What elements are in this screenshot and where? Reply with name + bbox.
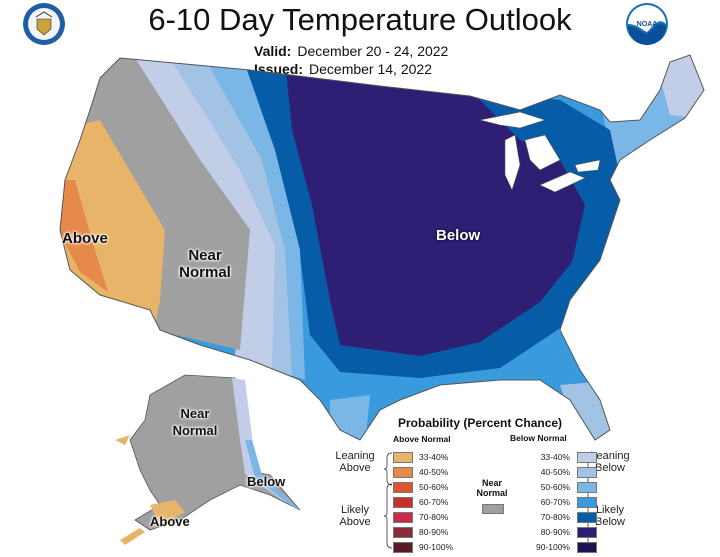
likely-below-line1: Likely — [595, 504, 625, 516]
leaning-above-label: Leaning Above — [330, 450, 380, 474]
below-swatch — [577, 467, 597, 478]
issued-value: December 14, 2022 — [309, 61, 432, 77]
near-normal-swatch — [482, 504, 504, 514]
above-range-label: 40-50% — [419, 467, 449, 477]
above-swatch — [393, 527, 413, 538]
commerce-seal-logo — [23, 3, 65, 45]
label-below: Below — [436, 227, 481, 244]
above-swatch — [393, 467, 413, 478]
near-normal-line2: Normal — [476, 488, 508, 498]
below-range-label: 60-70% — [540, 497, 570, 507]
below-swatch — [577, 482, 597, 493]
below-swatch — [577, 527, 597, 538]
near-normal-line1: Near — [481, 478, 502, 488]
below-range-label: 80-90% — [540, 527, 570, 537]
likely-below-label: Likely Below — [585, 504, 635, 528]
region-below-50-60 — [195, 55, 305, 380]
below-swatch — [577, 512, 597, 523]
leaning-above-line2: Above — [339, 462, 371, 474]
great-lakes — [479, 111, 601, 193]
above-range-label: 50-60% — [419, 482, 449, 492]
above-swatch — [393, 542, 413, 553]
likely-below-line2: Below — [595, 516, 625, 528]
leaning-above-line1: Leaning — [335, 450, 375, 462]
leaning-below-line2: Below — [595, 462, 625, 474]
ak-label-below: Below — [247, 474, 286, 489]
leaning-below-label: Leaning Below — [585, 450, 635, 474]
above-swatch — [393, 452, 413, 463]
region-below-33-40 — [125, 55, 275, 370]
ak-label-above: Above — [150, 514, 190, 529]
likely-above-line2: Above — [339, 516, 371, 528]
issued-date: Issued: December 14, 2022 — [254, 61, 432, 77]
above-range-label: 70-80% — [419, 512, 449, 522]
page-title: 6-10 Day Temperature Outlook — [148, 2, 572, 37]
above-swatch — [393, 512, 413, 523]
ak-near-line1: Near — [180, 406, 210, 421]
near-normal-label: Near Normal — [470, 478, 514, 498]
region-below-80-90 — [285, 60, 585, 356]
region-near-normal — [60, 55, 250, 350]
label-near-line2: Normal — [179, 264, 231, 281]
above-range-label: 33-40% — [419, 452, 449, 462]
above-range-label: 80-90% — [419, 527, 449, 537]
noaa-logo: NOAA — [626, 3, 668, 45]
region-above-40-50 — [60, 180, 108, 292]
above-range-label: 90-100% — [419, 542, 454, 552]
above-range-label: 60-70% — [419, 497, 449, 507]
label-near-normal: Near Normal — [170, 247, 240, 281]
ak-near-line2: Normal — [172, 423, 218, 438]
region-below-40-50 — [160, 55, 292, 376]
legend-title: Probability (Percent Chance) — [398, 416, 563, 430]
alaska-probability-regions — [115, 374, 301, 545]
valid-value: December 20 - 24, 2022 — [297, 43, 449, 59]
likely-above-label: Likely Above — [330, 504, 380, 528]
above-swatch — [393, 497, 413, 508]
below-swatch — [577, 497, 597, 508]
below-normal-header: Below Normal — [510, 433, 567, 443]
valid-dates: Valid: December 20 - 24, 2022 — [254, 43, 448, 59]
below-range-label: 50-60% — [540, 482, 570, 492]
below-range-label: 40-50% — [540, 467, 570, 477]
label-near-line1: Near — [188, 247, 222, 264]
above-swatch — [393, 482, 413, 493]
below-range-label: 90-100% — [535, 542, 570, 552]
leaning-below-line1: Leaning — [590, 450, 630, 462]
below-range-label: 70-80% — [540, 512, 570, 522]
below-range-label: 33-40% — [540, 452, 570, 462]
below-swatch — [577, 542, 597, 553]
region-below-50-60-northeast — [600, 55, 704, 200]
below-swatch — [577, 452, 597, 463]
likely-above-line1: Likely — [340, 504, 370, 516]
ak-label-near-normal: Near Normal — [165, 405, 225, 439]
svg-text:NOAA: NOAA — [637, 21, 658, 28]
valid-label: Valid: — [254, 43, 292, 59]
legend: Probability (Percent Chance) Above Norma… — [335, 414, 640, 557]
above-normal-header: Above Normal — [393, 434, 451, 444]
label-above: Above — [62, 230, 108, 247]
